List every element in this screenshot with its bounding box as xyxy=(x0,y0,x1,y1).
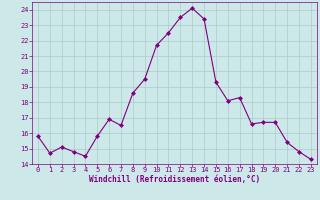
X-axis label: Windchill (Refroidissement éolien,°C): Windchill (Refroidissement éolien,°C) xyxy=(89,175,260,184)
